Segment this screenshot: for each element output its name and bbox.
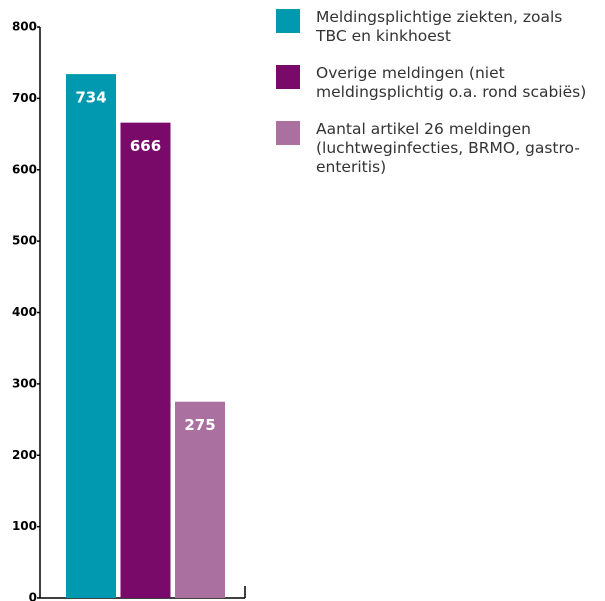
y-tick-label: 400: [12, 305, 37, 319]
legend: Meldingsplichtige ziekten, zoals TBC en …: [276, 8, 601, 195]
y-tick-label: 100: [12, 519, 37, 533]
y-tick-label: 800: [12, 20, 37, 34]
y-tick-label: 700: [12, 91, 37, 105]
legend-swatch: [276, 121, 300, 145]
value-label: 734: [75, 89, 106, 107]
y-tick-label: 200: [12, 448, 37, 462]
y-tick-label: 300: [12, 376, 37, 390]
legend-label: Meldingsplichtige ziekten, zoals TBC en …: [316, 8, 563, 45]
y-tick-label: 500: [12, 234, 37, 248]
bar: [120, 122, 171, 598]
bar: [66, 74, 116, 599]
bar: [175, 401, 225, 598]
legend-label: Aantal artikel 26 meldingen (luchtweginf…: [316, 120, 580, 176]
value-label: 666: [130, 137, 161, 155]
legend-item: Overige meldingen (niet meldingsplichtig…: [276, 64, 601, 102]
legend-label: Overige meldingen (niet meldingsplichtig…: [316, 64, 587, 101]
value-label: 275: [184, 416, 215, 434]
legend-swatch: [276, 65, 300, 89]
legend-item: Aantal artikel 26 meldingen (luchtweginf…: [276, 120, 601, 177]
y-tick-label: 600: [12, 162, 37, 176]
y-tick-label: 0: [29, 591, 37, 601]
legend-swatch: [276, 9, 300, 33]
legend-item: Meldingsplichtige ziekten, zoals TBC en …: [276, 8, 601, 46]
